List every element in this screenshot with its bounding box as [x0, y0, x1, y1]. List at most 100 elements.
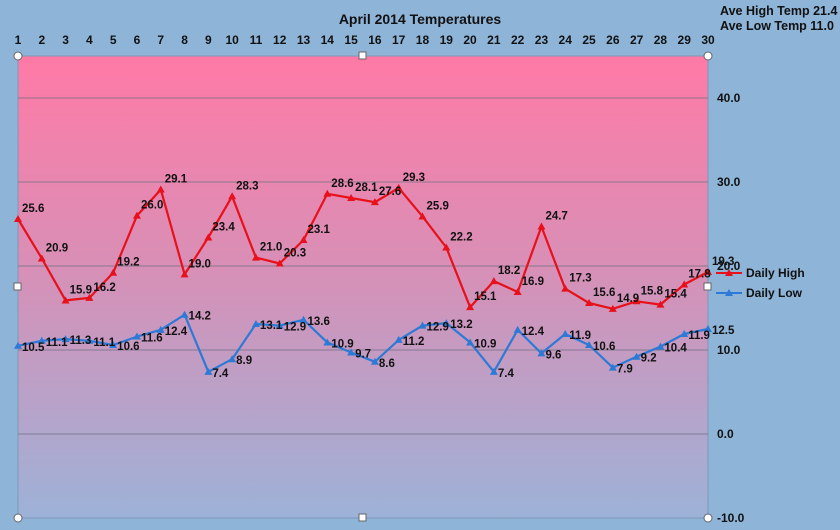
high-point [37, 254, 46, 262]
low-point [394, 335, 403, 343]
handle-bottom-middle[interactable] [358, 513, 367, 522]
handle-top-left[interactable] [13, 51, 23, 61]
high-point [537, 222, 546, 230]
low-point [585, 340, 594, 348]
legend: Daily High Daily Low [716, 266, 805, 300]
high-data-label: 19.2 [117, 257, 139, 269]
high-point [14, 214, 22, 222]
x-tick-label: 15 [344, 33, 358, 47]
high-point [561, 284, 570, 292]
low-point [418, 321, 427, 329]
high-point [656, 300, 665, 308]
high-data-label: 21.0 [260, 242, 282, 254]
gridlines [18, 97, 708, 435]
high-data-label: 24.7 [545, 211, 567, 223]
y-tick-label: -10.0 [717, 511, 745, 525]
low-data-label: 11.9 [688, 330, 710, 342]
low-point [489, 367, 498, 375]
low-data-label: 11.6 [141, 333, 163, 345]
legend-low-marker [725, 289, 733, 296]
high-point [323, 189, 332, 197]
high-point [418, 212, 427, 220]
x-tick-label: 27 [630, 33, 644, 47]
high-data-label: 25.9 [426, 200, 448, 212]
low-point [537, 349, 546, 357]
low-point [561, 330, 570, 338]
high-data-label: 27.6 [379, 186, 401, 198]
x-tick-label: 4 [86, 33, 93, 47]
x-tick-label: 30 [701, 33, 715, 47]
low-point [299, 315, 308, 323]
series [14, 183, 712, 375]
high-data-label: 28.6 [331, 178, 353, 190]
low-data-label: 13.6 [308, 316, 330, 328]
high-data-label: 17.3 [569, 273, 591, 285]
x-tick-label: 20 [463, 33, 477, 47]
x-tick-label: 28 [654, 33, 668, 47]
x-tick-label: 11 [250, 33, 263, 47]
high-point [585, 298, 594, 306]
high-data-label: 16.9 [522, 276, 544, 288]
high-point [299, 235, 308, 243]
low-point [704, 325, 712, 332]
high-point [180, 270, 189, 278]
high-data-label: 17.8 [688, 268, 711, 280]
high-data-label: 19.0 [189, 258, 211, 270]
y-tick-label: 30.0 [717, 175, 741, 189]
high-data-label: 15.4 [664, 289, 687, 301]
low-point [632, 352, 641, 360]
low-point [251, 319, 260, 327]
x-tick-label: 7 [157, 33, 164, 47]
handle-left-middle[interactable] [13, 282, 22, 291]
low-data-label: 8.6 [379, 358, 395, 370]
handle-top-middle[interactable] [358, 51, 367, 60]
high-data-label: 19.3 [712, 256, 734, 268]
handle-right-middle[interactable] [703, 282, 712, 291]
handle-bottom-left[interactable] [13, 513, 23, 523]
x-tick-label: 17 [392, 33, 406, 47]
high-data-label: 16.2 [93, 282, 115, 294]
low-data-label: 9.6 [545, 349, 561, 361]
low-point [228, 355, 237, 363]
low-data-label: 12.9 [284, 322, 306, 334]
low-data-label: 9.7 [355, 349, 371, 361]
high-data-label: 23.4 [212, 221, 235, 233]
low-point [132, 332, 141, 340]
x-tick-label: 9 [205, 33, 212, 47]
high-data-label: 29.3 [403, 172, 425, 184]
low-point [323, 338, 332, 346]
selection-handles [13, 51, 713, 523]
x-tick-label: 18 [416, 33, 430, 47]
high-data-label: 14.9 [617, 293, 639, 305]
high-point [85, 293, 94, 301]
low-point [442, 319, 451, 327]
low-data-label: 10.9 [474, 338, 496, 350]
high-point [204, 233, 213, 241]
low-point [204, 367, 213, 375]
x-tick-label: 19 [440, 33, 454, 47]
high-point [632, 297, 641, 305]
low-data-label: 13.1 [260, 320, 283, 332]
high-data-label: 29.1 [165, 174, 188, 186]
low-point [37, 336, 46, 344]
high-point [394, 183, 403, 191]
x-tick-label: 13 [297, 33, 311, 47]
y-tick-label: 20.0 [717, 259, 741, 273]
series-line-high [17, 186, 709, 310]
handle-top-right[interactable] [703, 51, 713, 61]
low-data-label: 11.2 [403, 336, 425, 348]
low-data-label: 7.4 [498, 368, 515, 380]
low-point [109, 340, 118, 348]
low-point [466, 338, 475, 346]
series-line-low [17, 313, 709, 373]
low-data-label: 7.4 [212, 368, 229, 380]
low-point [680, 330, 689, 338]
high-point [251, 253, 260, 261]
legend-high-label: Daily High [746, 266, 805, 280]
x-tick-label: 25 [582, 33, 596, 47]
x-tick-label: 6 [134, 33, 141, 47]
y-tick-label: 10.0 [717, 343, 741, 357]
low-point [85, 336, 94, 344]
handle-bottom-right[interactable] [703, 513, 713, 523]
legend-low-label: Daily Low [746, 286, 803, 300]
